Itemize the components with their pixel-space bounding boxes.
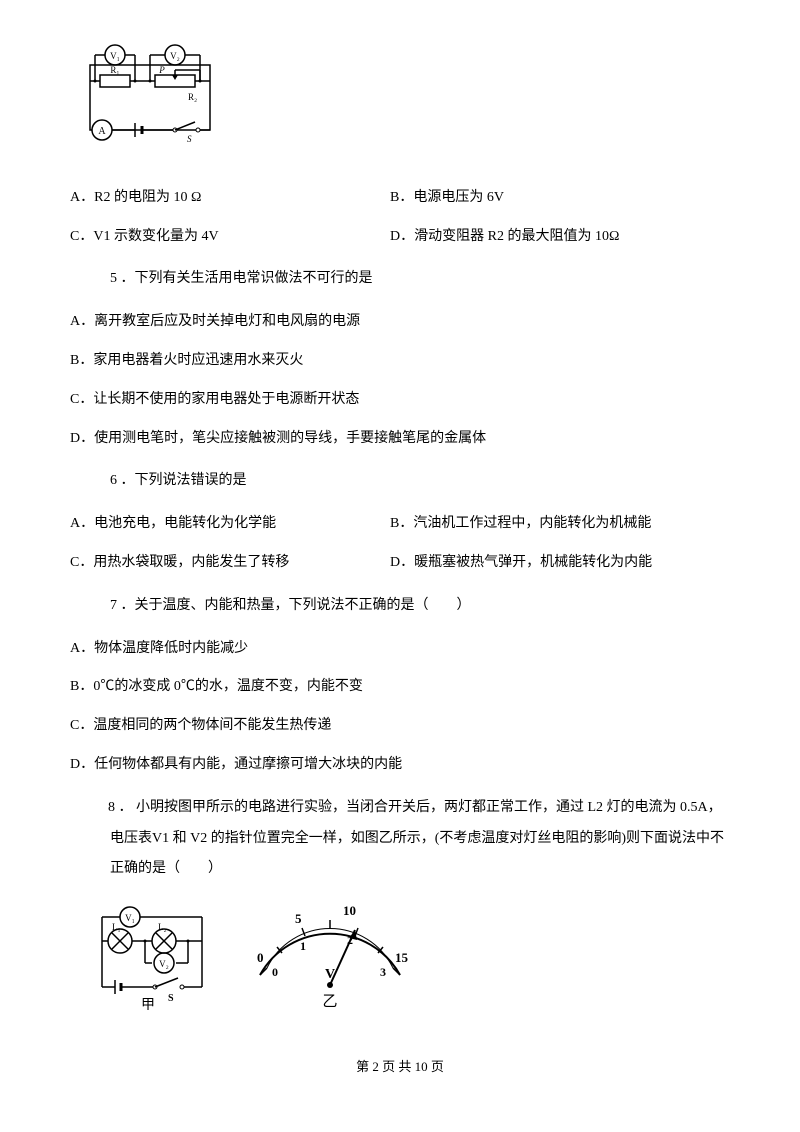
svg-text:L₂: L₂ xyxy=(158,922,167,932)
q6-A: A．电池充电，电能转化为化学能 xyxy=(70,509,390,540)
svg-text:3: 3 xyxy=(380,965,386,979)
v2-label: V₂ xyxy=(170,51,180,61)
svg-text:0: 0 xyxy=(272,965,278,979)
q7-D: D．任何物体都具有内能，通过摩擦可增大冰块的内能 xyxy=(70,750,730,781)
q4-optB: B．电源电压为 6V xyxy=(390,183,730,214)
q6-B: B．汽油机工作过程中，内能转化为机械能 xyxy=(390,509,730,540)
svg-text:0: 0 xyxy=(257,950,264,965)
q8-circuit-jia: V₁ L₁ L₂ xyxy=(90,905,215,1023)
svg-text:15: 15 xyxy=(395,950,409,965)
q7-C: C．温度相同的两个物体间不能发生热传递 xyxy=(70,711,730,742)
q6-row1: A．电池充电，电能转化为化学能 B．汽油机工作过程中，内能转化为机械能 xyxy=(70,509,730,540)
q5-A: A．离开教室后应及时关掉电灯和电风扇的电源 xyxy=(70,307,730,338)
v1-label: V₁ xyxy=(110,51,120,61)
q5-C: C．让长期不使用的家用电器处于电源断开状态 xyxy=(70,385,730,416)
q5-stem: 5 ．下列有关生活用电常识做法不可行的是 xyxy=(70,264,730,295)
omega-icon: Ω xyxy=(191,190,201,205)
svg-text:乙: 乙 xyxy=(322,994,337,1010)
q6-row2: C．用热水袋取暖，内能发生了转移 D．暖瓶塞被热气弹开，机械能转化为内能 xyxy=(70,548,730,579)
svg-text:L₁: L₁ xyxy=(112,922,121,932)
q8-meter-yi: 0 5 10 15 0 1 2 3 V 乙 xyxy=(245,900,415,1023)
q8-stem: 8 ． 小明按图甲所示的电路进行实验，当闭合开关后，两灯都正常工作，通过 L2 … xyxy=(70,793,730,885)
page-content: V₁ V₂ R₁ P xyxy=(0,0,800,1112)
q4-optA: A．R2 的电阻为 10 Ω xyxy=(70,183,390,214)
q7-B: B．0℃的冰变成 0℃的水，温度不变，内能不变 xyxy=(70,672,730,703)
q7-stem: 7 ．关于温度、内能和热量，下列说法不正确的是（ ） xyxy=(70,591,730,622)
svg-text:V₁: V₁ xyxy=(125,913,135,923)
r2-label: R₂ xyxy=(188,92,197,102)
s-label: S xyxy=(187,134,192,144)
q4-optD: D．滑动变阻器 R2 的最大阻值为 10Ω xyxy=(390,222,730,253)
q6-stem: 6 ．下列说法错误的是 xyxy=(70,466,730,497)
svg-text:1: 1 xyxy=(300,939,306,953)
q4-optC: C．V1 示数变化量为 4V xyxy=(70,222,390,253)
svg-text:10: 10 xyxy=(343,903,356,918)
svg-text:甲: 甲 xyxy=(141,998,155,1010)
q6-C: C．用热水袋取暖，内能发生了转移 xyxy=(70,548,390,579)
omega-icon: Ω xyxy=(609,229,619,244)
svg-text:S: S xyxy=(168,993,174,1004)
r1-label: R₁ xyxy=(110,65,119,75)
q5-D: D．使用测电笔时，笔尖应接触被测的导线，手要接触笔尾的金属体 xyxy=(70,424,730,455)
a-label: A xyxy=(98,126,106,137)
q7-A: A．物体温度降低时内能减少 xyxy=(70,634,730,665)
q4-row2: C．V1 示数变化量为 4V D．滑动变阻器 R2 的最大阻值为 10Ω xyxy=(70,222,730,253)
page-footer: 第 2 页 共 10 页 xyxy=(70,1053,730,1082)
q4-circuit-diagram: V₁ V₂ R₁ P xyxy=(80,40,730,163)
svg-text:V: V xyxy=(325,967,335,982)
q4-row1: A．R2 的电阻为 10 Ω B．电源电压为 6V xyxy=(70,183,730,214)
svg-text:V₂: V₂ xyxy=(159,959,169,969)
q5-B: B．家用电器着火时应迅速用水来灭火 xyxy=(70,346,730,377)
q6-D: D．暖瓶塞被热气弹开，机械能转化为内能 xyxy=(390,548,730,579)
svg-text:5: 5 xyxy=(295,911,302,926)
p-label: P xyxy=(158,65,165,75)
q8-figures: V₁ L₁ L₂ xyxy=(90,900,730,1023)
